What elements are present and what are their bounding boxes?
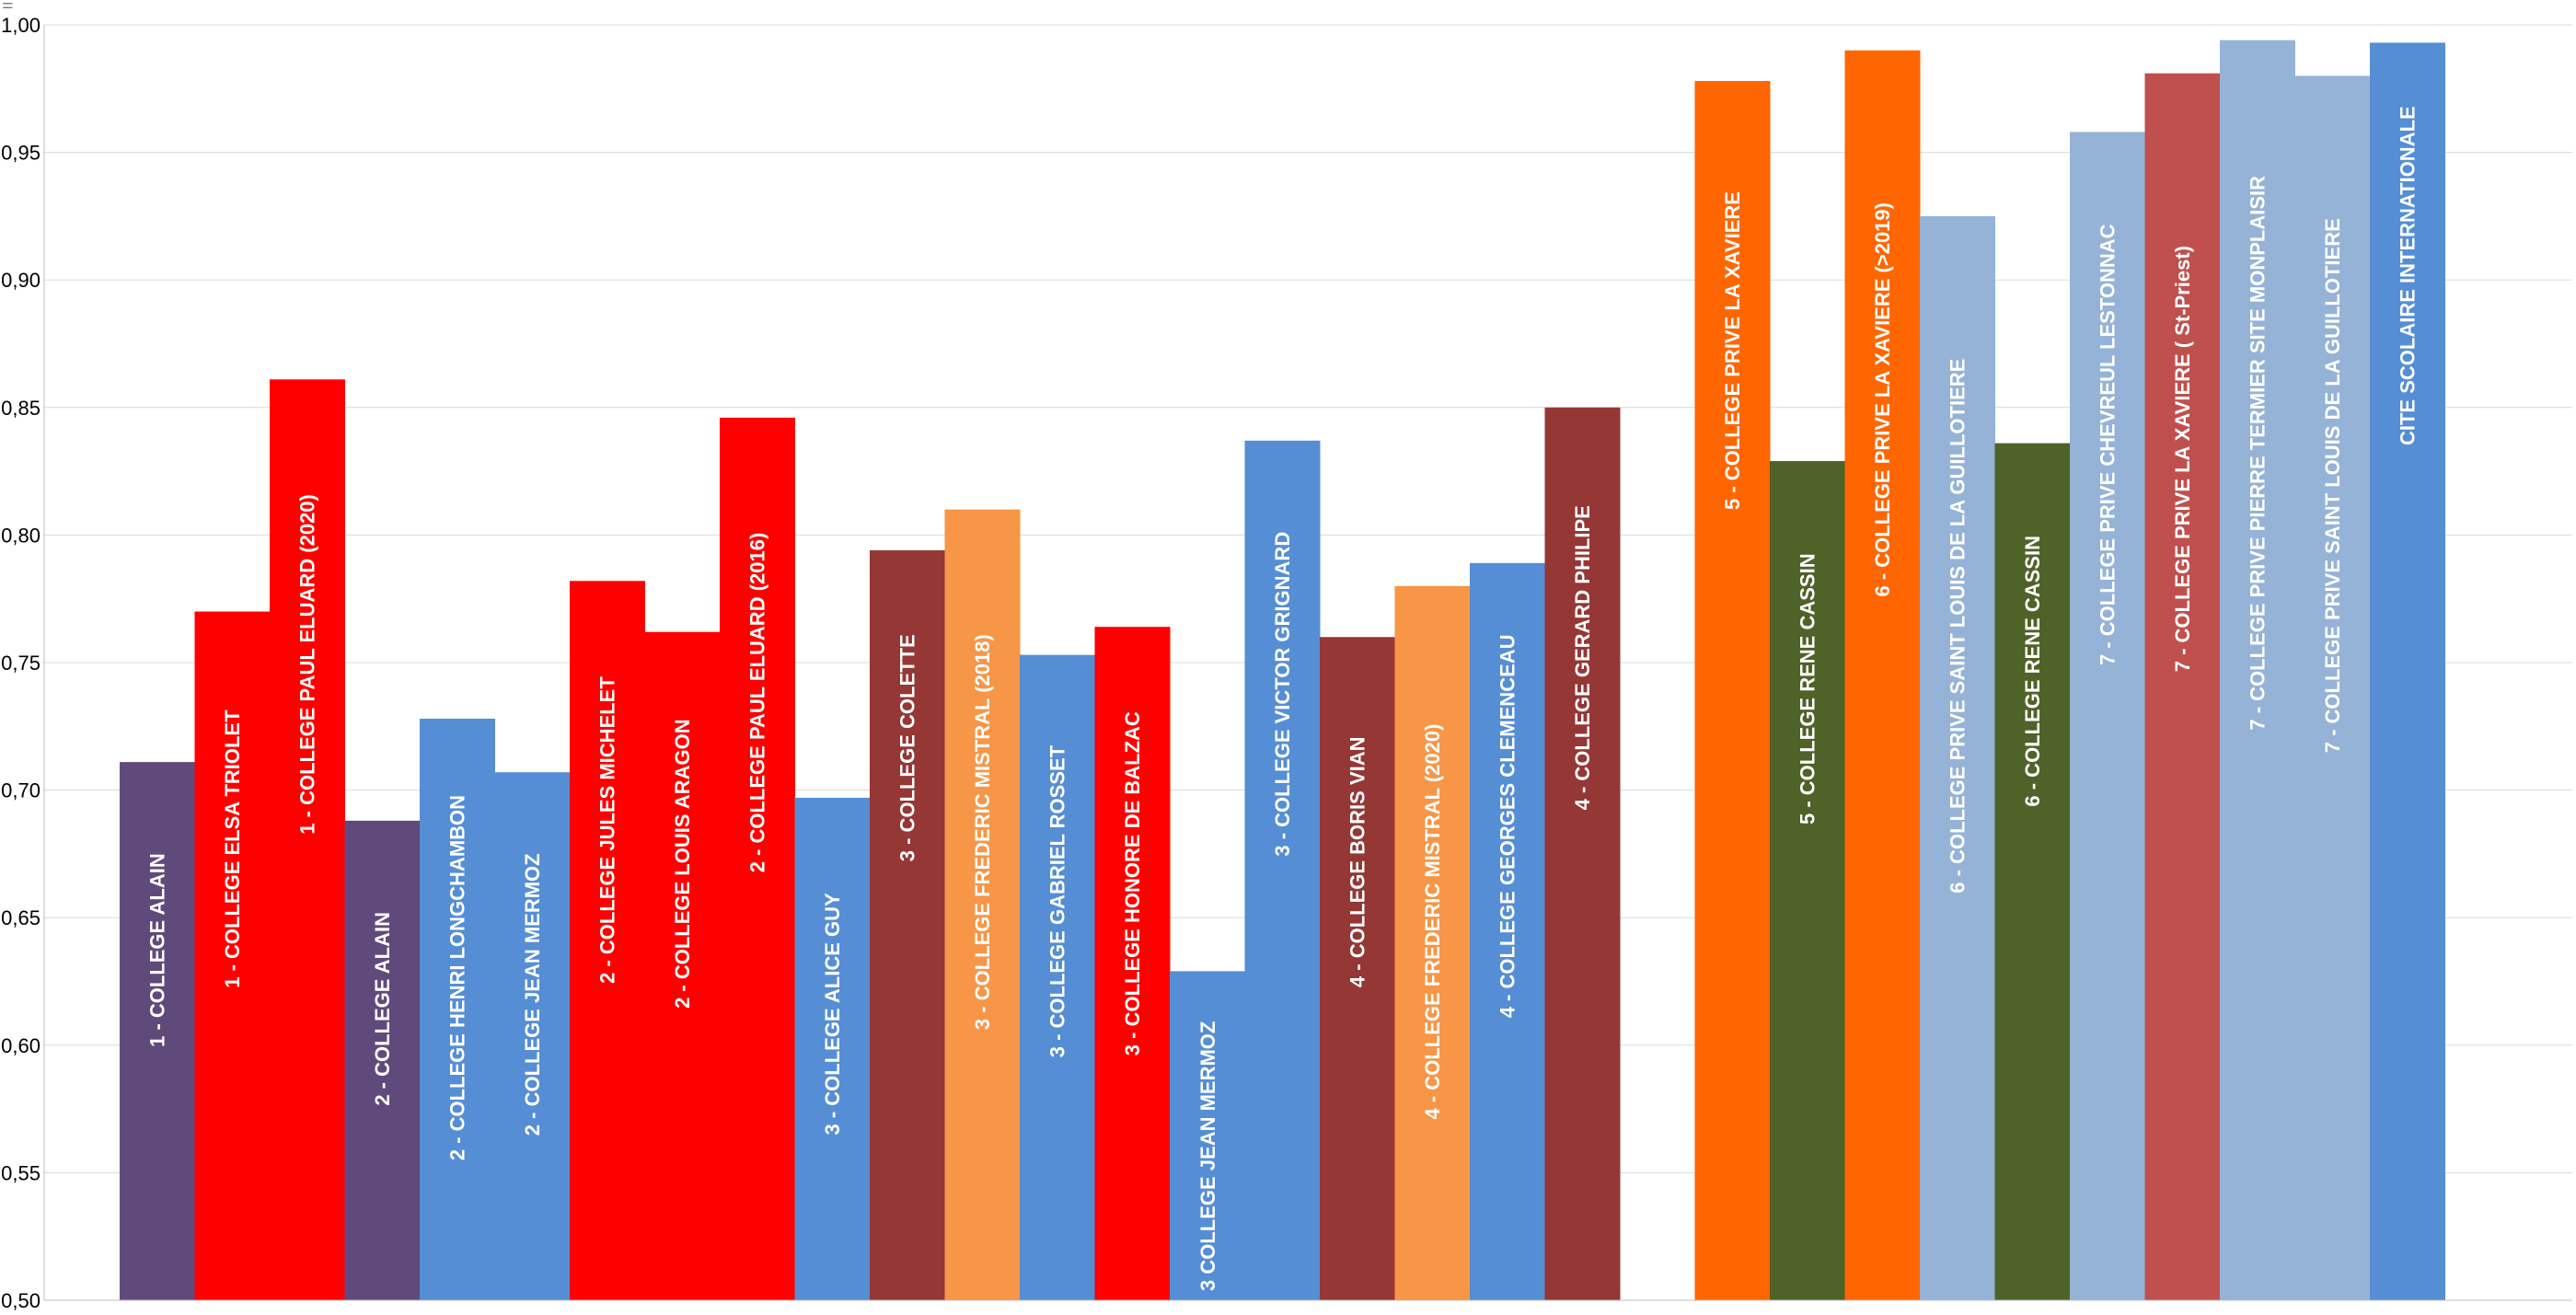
- bar-label: 4 - COLLEGE BORIS VIAN: [1346, 736, 1369, 987]
- bar-label: 3 COLLEGE JEAN MERMOZ: [1196, 1021, 1219, 1291]
- y-tick-label: 0,70: [1, 779, 40, 802]
- y-tick-label: 0,55: [1, 1161, 40, 1184]
- bar-label: 2 - COLLEGE JEAN MERMOZ: [521, 853, 544, 1136]
- bar: [870, 550, 945, 1300]
- bar-label: 5 - COLLEGE PRIVE LA XAVIERE: [1721, 191, 1744, 510]
- y-tick-label: 0,65: [1, 906, 40, 929]
- bar: [2294, 75, 2371, 1301]
- bar-label: 4 - COLLEGE GERARD PHILIPE: [1571, 505, 1594, 810]
- bar-label: 2 - COLLEGE PAUL ELUARD (2016): [746, 533, 769, 873]
- bar: [720, 417, 795, 1300]
- bar: [1694, 80, 1771, 1300]
- y-tick-label: 0,60: [1, 1034, 40, 1057]
- bar-label: 7 - COLLEGE PRIVE CHEVREUL LESTONNAC: [2097, 224, 2120, 665]
- bar-label: 2 - COLLEGE HENRI LONGCHAMBON: [446, 795, 469, 1160]
- bars-group: [120, 40, 2445, 1301]
- bar: [1770, 461, 1845, 1301]
- bar: [1244, 440, 1321, 1300]
- bar-label: 7 - COLLEGE PRIVE SAINT LOUIS DE LA GUIL…: [2321, 218, 2344, 753]
- bar-label: 2 - COLLEGE ALAIN: [371, 912, 394, 1106]
- bar-label: 2 - COLLEGE JULES MICHELET: [596, 676, 619, 984]
- bar: [644, 631, 721, 1300]
- bar-label: 7 - COLLEGE PRIVE PIERRE TERMIER SITE MO…: [2247, 176, 2270, 731]
- bar: [1394, 585, 1471, 1300]
- hamburger-icon: ☰: [2, 0, 14, 12]
- bar: [194, 611, 271, 1300]
- bar: [2070, 132, 2145, 1301]
- bar: [944, 509, 1021, 1300]
- bar: [1920, 215, 1995, 1300]
- bar: [794, 797, 871, 1300]
- bar: [1470, 562, 1545, 1300]
- bar: [344, 820, 421, 1300]
- bar-label: 3 - COLLEGE GABRIEL ROSSET: [1046, 744, 1069, 1057]
- y-tick-label: 0,95: [1, 142, 40, 165]
- bar-label: 4 - COLLEGE GEORGES CLEMENCEAU: [1496, 634, 1519, 1018]
- y-tick-label: 0,90: [1, 269, 40, 292]
- y-tick-label: 0,50: [1, 1289, 40, 1312]
- bar-label: 5 - COLLEGE RENE CASSIN: [1796, 553, 1819, 825]
- bar: [1094, 627, 1171, 1300]
- bar: [2220, 40, 2295, 1301]
- bar-label: 7 - COLLEGE PRIVE LA XAVIERE ( St-Priest…: [2171, 246, 2194, 672]
- bar-label: 1 - COLLEGE PAUL ELUARD (2020): [296, 494, 319, 835]
- bar: [2370, 42, 2445, 1300]
- bar-label: 6 - COLLEGE PRIVE LA XAVIERE (>2019): [1871, 202, 1894, 597]
- bar: [270, 379, 345, 1301]
- bar-label: 6 - COLLEGE PRIVE SAINT LOUIS DE LA GUIL…: [1946, 359, 1970, 894]
- bar-label: 3 - COLLEGE HONORE DE BALZAC: [1121, 711, 1144, 1055]
- bar: [2144, 73, 2221, 1301]
- bar-labels-group: 1 - COLLEGE ALAIN 1 - COLLEGE ELSA TRIOLE…: [146, 106, 2420, 1291]
- y-tick-label: 0,85: [1, 397, 40, 420]
- bar-label: CITE SCOLAIRE INTERNATIONALE: [2397, 106, 2420, 445]
- y-tick-label: 1,00: [1, 14, 40, 37]
- bar: [1844, 50, 1921, 1301]
- bar-label: 4 - COLLEGE FREDERIC MISTRAL (2020): [1421, 724, 1444, 1120]
- bar: [1170, 971, 1245, 1300]
- bar-label: 3 - COLLEGE FREDERIC MISTRAL (2018): [971, 634, 994, 1030]
- y-tick-label: 0,75: [1, 652, 40, 675]
- bar: [1544, 407, 1621, 1300]
- bar-label: 1 - COLLEGE ALAIN: [146, 853, 169, 1047]
- bar: [1020, 654, 1095, 1300]
- bar: [1320, 637, 1395, 1300]
- bar-label: 1 - COLLEGE ELSA TRIOLET: [221, 709, 244, 988]
- bar: [494, 772, 571, 1300]
- bar-label: 3 - COLLEGE VICTOR GRIGNARD: [1271, 532, 1294, 857]
- bar: [1994, 443, 2071, 1300]
- bar-label: 3 - COLLEGE ALICE GUY: [821, 893, 844, 1136]
- bar: [570, 581, 645, 1300]
- bar-label: 3 - COLLEGE COLETTE: [896, 634, 919, 861]
- bar-label: 6 - COLLEGE RENE CASSIN: [2021, 536, 2044, 807]
- y-axis: 0,50 0,55 0,60 0,65 0,70 0,75 0,80 0,85 0,90 0,95…: [1, 14, 2572, 1312]
- y-tick-label: 0,80: [1, 524, 40, 547]
- bar: [420, 718, 495, 1300]
- bar: [120, 762, 195, 1300]
- bar-label: 2 - COLLEGE LOUIS ARAGON: [671, 719, 694, 1009]
